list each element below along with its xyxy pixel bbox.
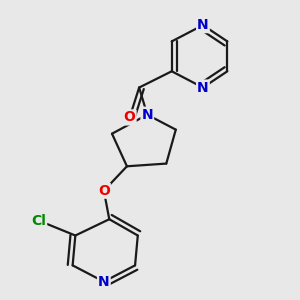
Text: N: N — [142, 108, 153, 122]
Text: N: N — [197, 18, 209, 32]
Text: O: O — [98, 184, 110, 198]
Text: Cl: Cl — [31, 214, 46, 228]
Text: O: O — [124, 110, 136, 124]
Text: N: N — [197, 81, 209, 94]
Text: N: N — [98, 275, 110, 289]
